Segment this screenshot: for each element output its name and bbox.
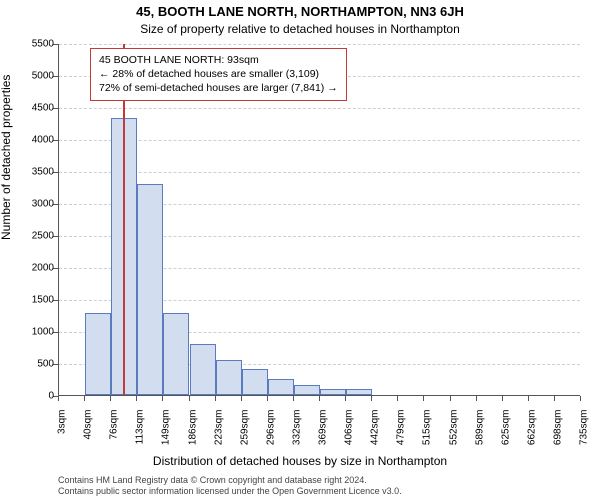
y-tick-label: 2000 xyxy=(10,263,54,274)
histogram-bar xyxy=(294,385,320,395)
histogram-bar xyxy=(190,344,216,395)
x-tick-mark xyxy=(267,396,268,401)
y-tick-label: 4000 xyxy=(10,135,54,146)
x-tick-mark xyxy=(345,396,346,401)
x-tick-label: 735sqm xyxy=(579,410,590,456)
y-tick-label: 500 xyxy=(10,359,54,370)
x-tick-label: 369sqm xyxy=(318,410,329,456)
x-tick-label: 296sqm xyxy=(265,410,276,456)
x-tick-label: 3sqm xyxy=(57,410,68,456)
x-tick-label: 149sqm xyxy=(161,410,172,456)
histogram-bar xyxy=(268,379,294,395)
y-tick-label: 5000 xyxy=(10,71,54,82)
x-tick-label: 76sqm xyxy=(109,410,120,456)
x-tick-mark xyxy=(502,396,503,401)
x-tick-label: 552sqm xyxy=(448,410,459,456)
x-tick-mark xyxy=(215,396,216,401)
annotation-line-2: ← 28% of detached houses are smaller (3,… xyxy=(99,67,338,81)
x-tick-label: 479sqm xyxy=(396,410,407,456)
x-tick-mark xyxy=(554,396,555,401)
histogram-bar xyxy=(346,389,372,395)
x-axis-label: Distribution of detached houses by size … xyxy=(0,454,600,468)
chart-subtitle: Size of property relative to detached ho… xyxy=(0,22,600,36)
x-tick-mark xyxy=(580,396,581,401)
chart-title: 45, BOOTH LANE NORTH, NORTHAMPTON, NN3 6… xyxy=(0,4,600,19)
x-tick-mark xyxy=(189,396,190,401)
histogram-bar xyxy=(320,389,346,395)
footer-line-1: Contains HM Land Registry data © Crown c… xyxy=(58,475,402,486)
y-tick-label: 5500 xyxy=(10,39,54,50)
gridline xyxy=(59,108,580,109)
x-tick-label: 186sqm xyxy=(187,410,198,456)
x-tick-label: 223sqm xyxy=(213,410,224,456)
y-tick-label: 4500 xyxy=(10,103,54,114)
x-tick-label: 589sqm xyxy=(474,410,485,456)
x-tick-mark xyxy=(136,396,137,401)
y-tick-label: 1500 xyxy=(10,295,54,306)
y-tick-label: 2500 xyxy=(10,231,54,242)
x-tick-label: 113sqm xyxy=(135,410,146,456)
annotation-line-3: 72% of semi-detached houses are larger (… xyxy=(99,81,338,95)
x-tick-label: 442sqm xyxy=(370,410,381,456)
histogram-bar xyxy=(216,360,242,395)
x-tick-label: 332sqm xyxy=(291,410,302,456)
x-tick-mark xyxy=(319,396,320,401)
y-axis-label: Number of detached properties xyxy=(0,75,13,240)
x-tick-label: 40sqm xyxy=(83,410,94,456)
chart-container: 45, BOOTH LANE NORTH, NORTHAMPTON, NN3 6… xyxy=(0,0,600,500)
histogram-bar xyxy=(137,184,163,395)
footer: Contains HM Land Registry data © Crown c… xyxy=(58,475,402,498)
x-tick-label: 406sqm xyxy=(344,410,355,456)
histogram-bar xyxy=(163,313,189,395)
x-tick-mark xyxy=(241,396,242,401)
x-tick-mark xyxy=(450,396,451,401)
histogram-bar xyxy=(85,313,111,395)
x-tick-label: 259sqm xyxy=(239,410,250,456)
x-tick-mark xyxy=(84,396,85,401)
x-tick-mark xyxy=(110,396,111,401)
gridline xyxy=(59,44,580,45)
y-tick-label: 3500 xyxy=(10,167,54,178)
x-tick-label: 625sqm xyxy=(500,410,511,456)
x-tick-mark xyxy=(58,396,59,401)
histogram-bar xyxy=(242,369,268,395)
x-tick-mark xyxy=(371,396,372,401)
footer-line-2: Contains public sector information licen… xyxy=(58,486,402,497)
x-tick-label: 698sqm xyxy=(552,410,563,456)
annotation-line-1: 45 BOOTH LANE NORTH: 93sqm xyxy=(99,53,338,67)
y-tick-label: 3000 xyxy=(10,199,54,210)
x-tick-mark xyxy=(293,396,294,401)
x-tick-mark xyxy=(423,396,424,401)
x-tick-label: 662sqm xyxy=(526,410,537,456)
x-tick-mark xyxy=(397,396,398,401)
x-tick-mark xyxy=(162,396,163,401)
y-tick-label: 1000 xyxy=(10,327,54,338)
x-tick-mark xyxy=(528,396,529,401)
x-tick-label: 515sqm xyxy=(422,410,433,456)
y-tick-label: 0 xyxy=(10,391,54,402)
x-tick-mark xyxy=(476,396,477,401)
annotation-box: 45 BOOTH LANE NORTH: 93sqm ← 28% of deta… xyxy=(90,48,347,101)
